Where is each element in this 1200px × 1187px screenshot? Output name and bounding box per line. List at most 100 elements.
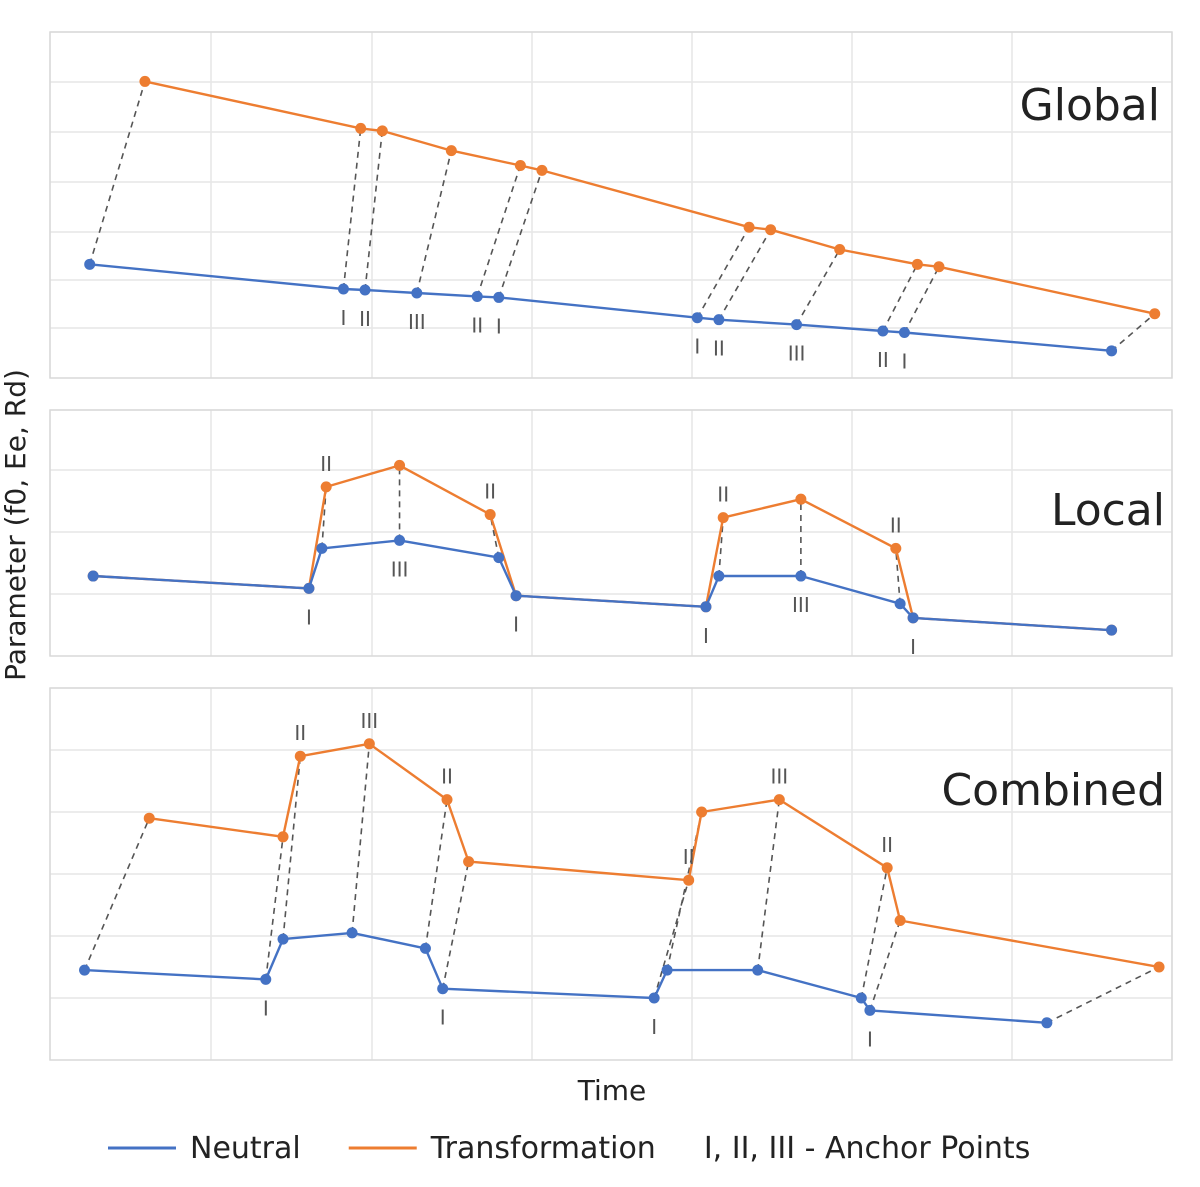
- anchor-label: II: [320, 452, 332, 476]
- connector-line: [860, 867, 888, 999]
- transformation-point: [1149, 308, 1161, 320]
- transformation-point: [1153, 961, 1165, 973]
- transformation-point: [536, 164, 548, 176]
- connector-line: [424, 799, 448, 949]
- panel-title: Combined: [941, 765, 1165, 816]
- y-axis-label: Parameter (f0, Ee, Rd): [0, 369, 32, 681]
- neutral-point: [337, 283, 349, 295]
- neutral-point: [713, 570, 725, 582]
- neutral-point: [419, 942, 431, 954]
- transformation-point: [320, 481, 332, 493]
- neutral-point: [1041, 1017, 1053, 1029]
- transformation-point: [139, 75, 151, 87]
- neutral-point: [346, 927, 358, 939]
- neutral-point: [79, 964, 91, 976]
- connector-line: [895, 548, 901, 604]
- anchor-label: I: [910, 635, 916, 659]
- connector-line: [83, 817, 150, 971]
- connector-line: [903, 266, 940, 333]
- plot-frame: [49, 409, 1173, 657]
- neutral-point: [877, 325, 889, 337]
- neutral-point: [898, 327, 910, 339]
- transformation-series: [87, 459, 1118, 636]
- anchor-label: III: [408, 310, 426, 334]
- connector-line: [88, 81, 146, 265]
- neutral-point: [359, 284, 371, 296]
- anchor-label: I: [496, 314, 502, 338]
- neutral-point: [411, 287, 423, 299]
- neutral-point: [510, 590, 522, 602]
- transformation-point: [355, 122, 367, 134]
- neutral-point: [84, 258, 96, 270]
- connector-line: [882, 263, 919, 332]
- connector-line: [416, 150, 453, 294]
- transformation-point: [484, 509, 496, 521]
- connector-line: [1111, 313, 1156, 352]
- anchor-label: II: [877, 348, 889, 372]
- anchor-label: II: [294, 721, 306, 745]
- transformation-point: [363, 738, 375, 750]
- x-axis-label: Time: [577, 1074, 647, 1107]
- anchor-label: II: [890, 513, 902, 537]
- neutral-point: [791, 319, 803, 331]
- anchor-label: III: [792, 593, 810, 617]
- anchor-label: I: [867, 1027, 873, 1051]
- transformation-point: [277, 831, 289, 843]
- anchor-label: III: [391, 557, 409, 581]
- transformation-point: [514, 159, 526, 171]
- connectors: [321, 465, 901, 604]
- anchor-label: I: [263, 996, 269, 1020]
- transformation-point: [773, 794, 785, 806]
- neutral-point: [277, 933, 289, 945]
- legend-label: I, II, III - Anchor Points: [704, 1131, 1031, 1166]
- grid: [49, 409, 1173, 656]
- connector-line: [696, 226, 750, 319]
- connector-line: [476, 165, 522, 297]
- anchor-label: III: [770, 765, 788, 789]
- neutral-point: [1106, 345, 1118, 357]
- neutral-point: [437, 983, 449, 995]
- anchor-label: II: [881, 833, 893, 857]
- transformation-point: [294, 750, 306, 762]
- connector-line: [1046, 966, 1160, 1024]
- neutral-series: [84, 258, 1118, 357]
- legend-label: Neutral: [190, 1131, 301, 1166]
- transformation-point: [441, 794, 453, 806]
- neutral-point: [713, 314, 725, 326]
- neutral-point: [752, 964, 764, 976]
- neutral-point: [691, 312, 703, 324]
- connector-line: [342, 128, 362, 290]
- neutral-point: [700, 601, 712, 613]
- legend: Neutral Transformation I, II, III - Anchor…: [108, 1131, 1030, 1166]
- anchor-label: II: [484, 480, 496, 504]
- transformation-point: [463, 856, 475, 868]
- anchor-label: I: [340, 306, 346, 330]
- anchor-label: I: [513, 613, 519, 637]
- transformation-line: [93, 464, 1112, 632]
- anchor-label: II: [717, 483, 729, 507]
- neutral-point: [855, 992, 867, 1004]
- anchor-label: I: [651, 1015, 657, 1039]
- anchor-label: II: [683, 845, 695, 869]
- connector-line: [653, 879, 690, 999]
- neutral-point: [894, 598, 906, 610]
- transformation-point: [376, 125, 388, 137]
- transformation-point: [696, 806, 708, 818]
- transformation-point: [445, 145, 457, 157]
- anchor-label: II: [713, 337, 725, 361]
- transformation-series: [139, 75, 1161, 320]
- transformation-point: [894, 915, 906, 926]
- anchor-label: II: [471, 313, 483, 337]
- neutral-line: [89, 263, 1112, 352]
- transformation-point: [834, 243, 846, 255]
- anchor-label: I: [694, 335, 700, 359]
- anchor-label: III: [360, 709, 378, 733]
- connector-line: [364, 130, 384, 291]
